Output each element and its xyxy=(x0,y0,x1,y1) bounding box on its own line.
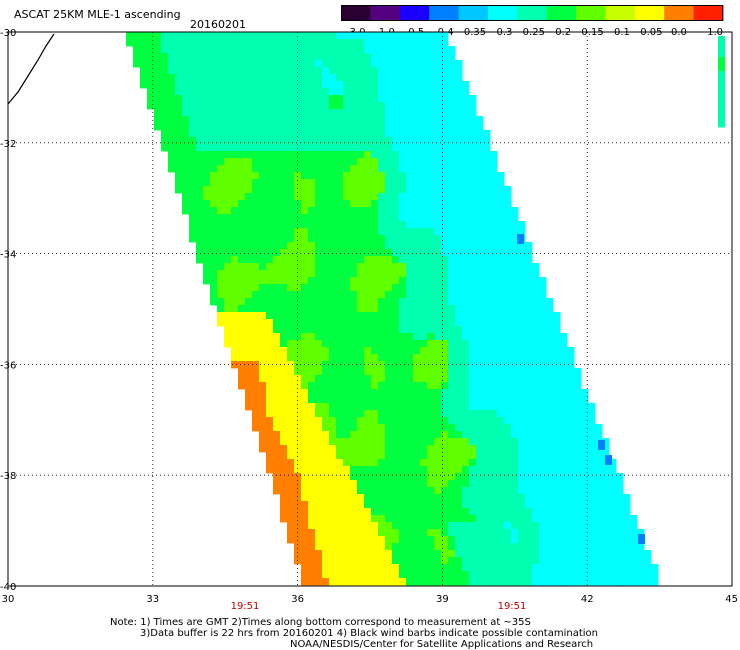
swath-cell xyxy=(718,106,725,114)
colorbar-swatch xyxy=(341,5,371,21)
note-line-3: NOAA/NESDIS/Center for Satellite Applica… xyxy=(290,639,594,650)
map-title: ASCAT 25KM MLE-1 ascending xyxy=(14,8,181,21)
lat-label: -36 xyxy=(0,360,16,371)
colorbar-swatch xyxy=(399,5,430,21)
note-line-1: Note: 1) Times are GMT 2)Times along bot… xyxy=(110,617,531,628)
lon-label: 33 xyxy=(146,594,159,605)
map-frame xyxy=(7,31,733,587)
colorbar-swatch xyxy=(693,5,724,21)
colorbar-swatch xyxy=(664,5,695,21)
colorbar-swatch xyxy=(429,5,460,21)
lon-label: 42 xyxy=(581,594,594,605)
swath-cell xyxy=(718,85,725,93)
time-label: 19:51 xyxy=(498,601,527,610)
swath-cell-blue xyxy=(605,455,612,465)
swath-cell xyxy=(718,50,725,58)
swath-cell xyxy=(718,120,725,128)
lon-label: 45 xyxy=(725,594,738,605)
swath-cell xyxy=(718,92,725,100)
lat-label: -38 xyxy=(0,471,16,482)
swath-cell-blue xyxy=(598,440,605,450)
map-date: 20160201 xyxy=(190,18,246,31)
lat-label: -40 xyxy=(0,582,16,593)
lon-label: 30 xyxy=(2,594,15,605)
colorbar-swatch xyxy=(458,5,489,21)
swath-cell xyxy=(718,71,725,79)
note-line-2: 3)Data buffer is 22 hrs from 20160201 4)… xyxy=(140,628,598,639)
swath-cell xyxy=(718,78,725,86)
time-label: 19:51 xyxy=(231,601,260,610)
swath-cell xyxy=(718,43,725,51)
swath-cell xyxy=(718,64,725,72)
swath-cell xyxy=(718,57,725,65)
lat-label: -34 xyxy=(0,250,16,261)
swath-cell-blue xyxy=(517,234,524,244)
coastline-line xyxy=(7,33,55,105)
colorbar-swatch xyxy=(370,5,401,21)
swath-cells xyxy=(126,32,659,586)
lat-label: -30 xyxy=(0,28,16,39)
swath-cell xyxy=(718,99,725,107)
colorbar-swatch xyxy=(546,5,577,21)
lon-label: 39 xyxy=(436,594,449,605)
colorbar-swatch xyxy=(487,5,518,21)
swath-cell-blue xyxy=(638,534,645,544)
lat-label: -32 xyxy=(0,139,16,150)
swath-cell xyxy=(718,113,725,121)
colorbar-swatch xyxy=(517,5,548,21)
colorbar-swatch xyxy=(605,5,636,21)
colorbar-swatch xyxy=(576,5,607,21)
lon-label: 36 xyxy=(291,594,304,605)
colorbar-swatch xyxy=(634,5,665,21)
swath-cell xyxy=(718,36,725,44)
